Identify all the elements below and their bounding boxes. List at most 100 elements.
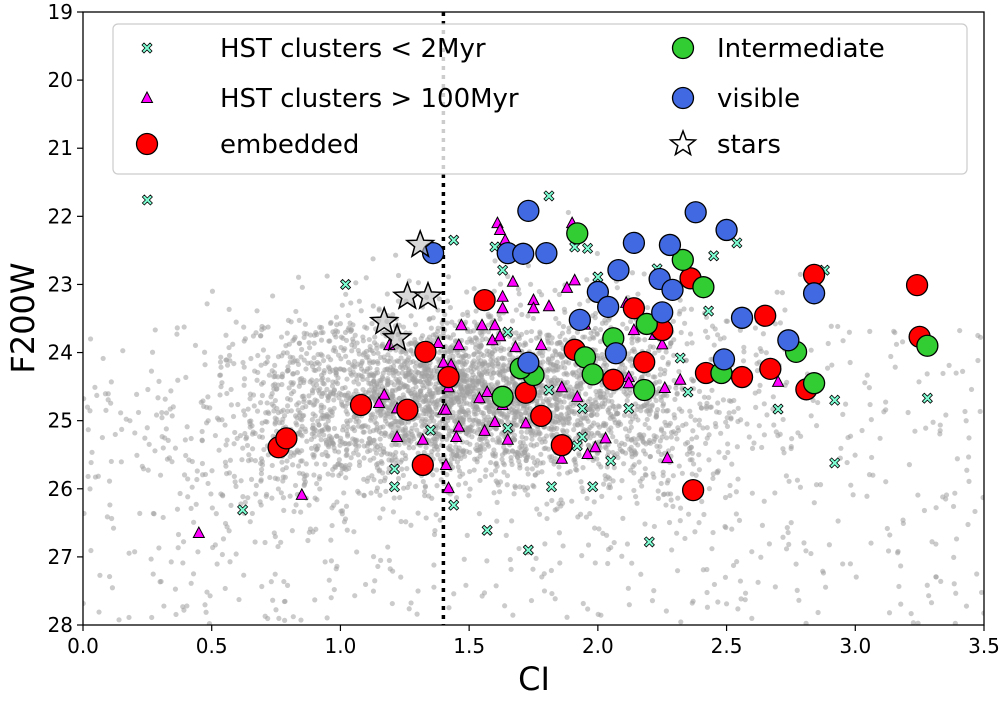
background-point <box>233 551 239 557</box>
point-x-shape <box>502 422 514 434</box>
point-triangle <box>416 432 430 445</box>
background-point <box>556 291 562 298</box>
background-point <box>635 291 641 297</box>
background-point <box>464 448 470 454</box>
background-point <box>604 464 610 470</box>
background-point <box>688 444 695 450</box>
background-point <box>602 472 608 479</box>
background-point <box>565 209 571 216</box>
background-point <box>177 490 183 497</box>
background-point <box>689 471 695 477</box>
background-point <box>217 392 223 398</box>
background-point <box>741 349 747 355</box>
background-point <box>396 358 402 365</box>
background-point <box>340 403 346 409</box>
background-point <box>83 600 86 607</box>
background-point <box>228 402 234 408</box>
background-point <box>272 571 278 577</box>
background-point <box>374 345 380 351</box>
background-point <box>536 384 542 390</box>
background-point <box>709 387 715 393</box>
background-point <box>398 574 404 580</box>
background-point <box>783 473 789 479</box>
background-point <box>494 499 500 505</box>
background-point <box>241 382 247 388</box>
background-point <box>272 533 278 540</box>
background-point <box>797 271 803 277</box>
background-point <box>233 319 239 325</box>
background-point <box>574 467 580 473</box>
point-x <box>623 402 635 414</box>
background-point <box>655 448 662 455</box>
background-point <box>714 332 721 338</box>
background-point <box>265 409 271 415</box>
background-point <box>377 424 384 431</box>
legend-entry: stars <box>668 128 781 160</box>
background-point <box>642 421 648 428</box>
background-point <box>923 425 929 431</box>
background-point <box>350 336 356 342</box>
point-triangle <box>570 389 584 402</box>
background-point <box>339 466 345 472</box>
background-point <box>380 506 386 512</box>
background-point <box>283 343 289 349</box>
background-point <box>245 406 251 412</box>
background-point <box>715 599 721 605</box>
background-point <box>377 515 383 521</box>
background-point <box>796 597 802 603</box>
point-x <box>731 237 743 249</box>
background-point <box>706 394 712 401</box>
background-point <box>259 327 265 333</box>
point-x-shape <box>772 403 784 415</box>
background-point <box>597 327 604 333</box>
background-point <box>780 446 786 452</box>
background-point <box>654 443 660 449</box>
background-point <box>245 495 251 501</box>
background-point <box>142 435 148 441</box>
background-point <box>642 451 648 457</box>
point-circle <box>802 372 826 395</box>
background-point <box>545 446 552 452</box>
background-point <box>284 330 290 336</box>
background-point <box>464 391 470 397</box>
background-point <box>718 430 724 436</box>
point-circle <box>759 357 782 381</box>
background-point <box>262 539 268 546</box>
background-point <box>429 409 435 415</box>
background-point <box>433 381 439 387</box>
background-point <box>620 515 626 521</box>
background-point <box>472 406 478 412</box>
background-point <box>616 442 623 449</box>
background-point <box>489 361 495 368</box>
background-point <box>898 601 904 607</box>
background-point <box>660 354 666 361</box>
point-x-shape <box>576 431 588 443</box>
background-point <box>449 319 455 325</box>
background-point <box>478 409 485 416</box>
background-point <box>191 519 197 525</box>
background-point <box>771 422 777 428</box>
background-point <box>786 478 792 484</box>
background-point <box>303 366 309 372</box>
background-point <box>798 433 804 439</box>
background-point <box>670 473 676 479</box>
point-star <box>412 280 444 310</box>
point-circle <box>681 478 705 502</box>
background-point <box>433 467 440 473</box>
background-point <box>591 499 597 505</box>
background-point <box>184 603 190 609</box>
background-point <box>928 600 935 606</box>
background-point <box>323 437 329 443</box>
background-point <box>467 417 473 423</box>
point-x-shape <box>424 424 437 436</box>
background-point <box>223 463 229 469</box>
background-point <box>727 492 733 499</box>
background-point <box>311 332 318 338</box>
point-triangle <box>452 419 466 432</box>
background-point <box>541 436 547 442</box>
background-point <box>434 483 440 489</box>
background-point <box>619 478 625 484</box>
point-circle <box>602 368 625 391</box>
background-point <box>459 448 466 455</box>
background-point <box>639 483 645 489</box>
